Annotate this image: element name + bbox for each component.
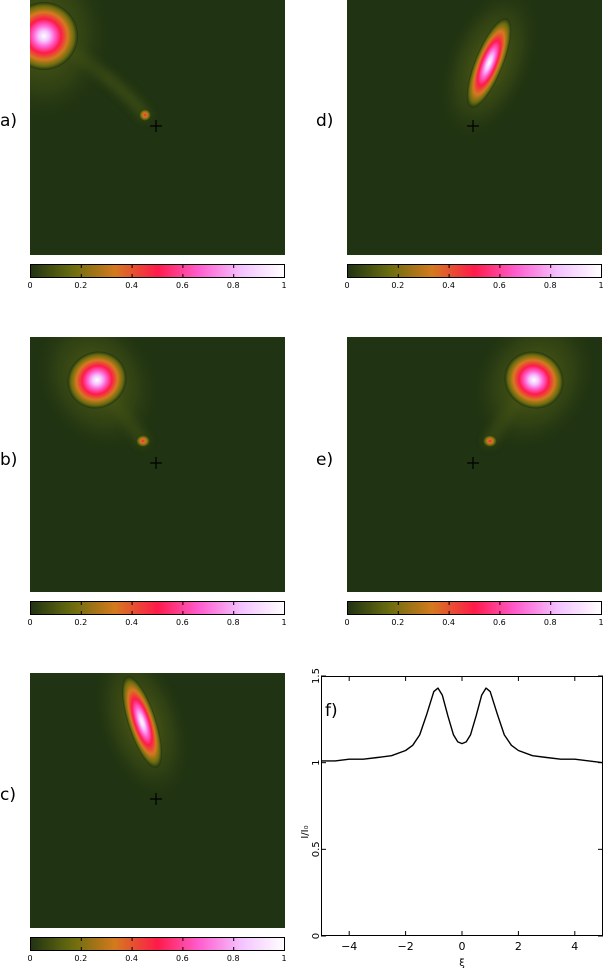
colorbar-b: 0 0.2 0.4 0.6 0.8 1: [27, 601, 287, 629]
colorbar-tick-label: 1: [598, 618, 603, 627]
heatmap-svg-a: [30, 0, 285, 255]
colorbar-gradient: [347, 264, 602, 278]
line-plot-f: −4 −2 0 2 4 0 0.5 1 1.5 f) ξ I/I₀: [300, 668, 603, 969]
x-tick-label: −4: [341, 940, 357, 953]
x-tick-label: 0: [459, 940, 466, 953]
center-cross-marker: [150, 457, 162, 469]
heatmap-small-spot: [139, 109, 151, 121]
colorbar-tick-label: 1: [281, 281, 287, 290]
x-tick-label: 2: [515, 940, 522, 953]
center-cross-marker: [467, 120, 479, 132]
colorbar-e: 0 0.2 0.4 0.6 0.8 1: [344, 601, 603, 629]
heatmap-panel-e: [347, 337, 602, 592]
colorbar-tick-label: 0.8: [226, 954, 240, 963]
colorbar-tick-label: 1: [281, 618, 287, 627]
y-tick-label: 1.5: [311, 668, 322, 684]
heatmap-panel-b: [30, 337, 285, 592]
panel-label-e: e): [316, 450, 334, 470]
colorbar-tick-label: 0.6: [176, 954, 189, 963]
colorbar-d: 0 0.2 0.4 0.6 0.8 1: [344, 264, 603, 292]
colorbar-tick-label: 0.2: [74, 618, 88, 627]
colorbar-tick-label: 0.2: [74, 954, 88, 963]
colorbar-tick-label: 0: [27, 954, 33, 963]
colorbar-tick-label: 0.6: [493, 281, 506, 290]
colorbar-tick-label: 0.2: [391, 281, 405, 290]
colorbar-tick-label: 0: [344, 281, 350, 290]
colorbar-tick-label: 0.4: [125, 618, 138, 627]
heatmap-blob: [30, 2, 78, 70]
center-cross-marker: [150, 120, 162, 132]
y-tick-label: 1: [311, 759, 322, 765]
colorbar-tick-label: 0: [27, 281, 33, 290]
colorbar-tick-label: 0.8: [226, 618, 240, 627]
colorbar-tick-label: 0: [344, 618, 350, 627]
colorbar-tick-label: 0.8: [543, 281, 557, 290]
heatmap-small-spot: [136, 435, 150, 447]
colorbar-gradient: [347, 601, 602, 615]
colorbar-tick-label: 0.4: [442, 618, 455, 627]
heatmap-blob: [466, 18, 512, 108]
colorbar-tick-label: 0.4: [125, 281, 138, 290]
y-axis-label: I/I₀: [300, 825, 311, 838]
colorbar-tick-label: 0.6: [176, 281, 189, 290]
heatmap-blob: [504, 351, 564, 409]
heatmap-panel-d: [347, 0, 602, 255]
panel-label-a: a): [0, 111, 18, 131]
colorbar-tick-label: 0.4: [125, 954, 138, 963]
heatmap-svg-c: [30, 673, 285, 928]
colorbar-tick-label: 1: [598, 281, 603, 290]
panel-label-d: d): [316, 111, 334, 131]
heatmap-panel-c: [30, 673, 285, 928]
colorbar-c: 0 0.2 0.4 0.6 0.8 1: [27, 937, 287, 965]
x-axis-label: ξ: [459, 958, 465, 969]
colorbar-tick-label: 0.2: [74, 281, 88, 290]
center-cross-marker: [467, 457, 479, 469]
x-tick-label: −2: [397, 940, 413, 953]
colorbar-tick-label: 0.4: [442, 281, 455, 290]
heatmap-svg-e: [347, 337, 602, 592]
colorbar-gradient: [30, 601, 285, 615]
heatmap-svg-d: [347, 0, 602, 255]
colorbar-tick-label: 0.8: [543, 618, 557, 627]
heatmap-panel-a: [30, 0, 285, 255]
heatmap-svg-b: [30, 337, 285, 592]
colorbar-tick-label: 0.6: [176, 618, 189, 627]
plot-frame: [321, 676, 603, 936]
colorbar-tick-label: 0: [27, 618, 33, 627]
panel-label-b: b): [0, 450, 18, 470]
colorbar-a: 0 0.2 0.4 0.6 0.8 1: [27, 264, 287, 292]
heatmap-blob: [122, 676, 162, 768]
x-tick-label: 4: [571, 940, 578, 953]
panel-label-f: f): [325, 701, 338, 721]
colorbar-gradient: [30, 264, 285, 278]
colorbar-tick-label: 0.2: [391, 618, 405, 627]
center-cross-marker: [150, 793, 162, 805]
colorbar-tick-label: 0.6: [493, 618, 506, 627]
y-tick-label: 0.5: [311, 841, 322, 857]
heatmap-blob: [67, 351, 127, 409]
y-tick-label: 0: [311, 933, 322, 939]
intensity-line: [321, 687, 603, 764]
colorbar-tick-label: 0.8: [226, 281, 240, 290]
panel-label-c: c): [0, 785, 16, 805]
colorbar-gradient: [30, 937, 285, 951]
heatmap-small-spot: [483, 435, 497, 447]
colorbar-tick-label: 1: [281, 954, 287, 963]
